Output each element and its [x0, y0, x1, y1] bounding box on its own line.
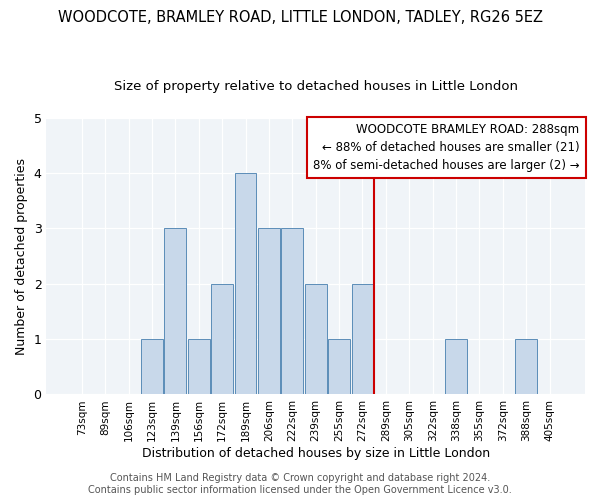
- Title: Size of property relative to detached houses in Little London: Size of property relative to detached ho…: [114, 80, 518, 93]
- Bar: [352, 284, 373, 395]
- Text: Contains HM Land Registry data © Crown copyright and database right 2024.
Contai: Contains HM Land Registry data © Crown c…: [88, 474, 512, 495]
- Text: WOODCOTE, BRAMLEY ROAD, LITTLE LONDON, TADLEY, RG26 5EZ: WOODCOTE, BRAMLEY ROAD, LITTLE LONDON, T…: [58, 10, 542, 25]
- Bar: [328, 339, 350, 394]
- Bar: [141, 339, 163, 394]
- Bar: [235, 173, 256, 394]
- Bar: [164, 228, 186, 394]
- Text: WOODCOTE BRAMLEY ROAD: 288sqm
← 88% of detached houses are smaller (21)
8% of se: WOODCOTE BRAMLEY ROAD: 288sqm ← 88% of d…: [313, 124, 580, 172]
- Bar: [281, 228, 303, 394]
- Bar: [211, 284, 233, 395]
- Bar: [305, 284, 326, 395]
- Bar: [258, 228, 280, 394]
- Bar: [188, 339, 209, 394]
- X-axis label: Distribution of detached houses by size in Little London: Distribution of detached houses by size …: [142, 447, 490, 460]
- Bar: [445, 339, 467, 394]
- Bar: [515, 339, 537, 394]
- Y-axis label: Number of detached properties: Number of detached properties: [15, 158, 28, 354]
